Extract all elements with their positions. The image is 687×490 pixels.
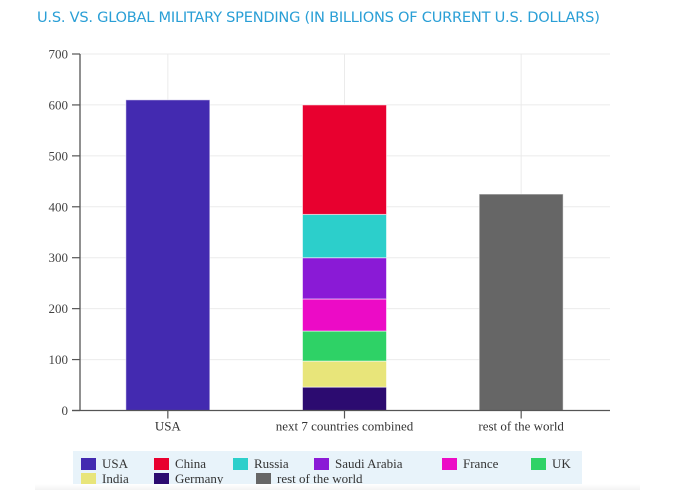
legend-item-saudi-arabia: Saudi Arabia — [314, 456, 403, 472]
legend-label: France — [463, 456, 499, 471]
legend-item-india: India — [81, 471, 129, 487]
legend-label: Russia — [254, 456, 289, 471]
legend-swatch — [81, 458, 96, 470]
legend-swatch — [256, 473, 271, 485]
legend-label: rest of the world — [277, 471, 363, 486]
legend-label: USA — [102, 456, 129, 471]
chart-title: U.S. VS. GLOBAL MILITARY SPENDING (IN BI… — [37, 9, 600, 26]
legend-item-france: France — [442, 456, 498, 472]
y-tick-label: 500 — [49, 148, 69, 163]
bar-uk — [302, 330, 387, 362]
axes — [72, 54, 610, 412]
legend-item-usa: USA — [81, 456, 128, 472]
legend-item-rest-of-the-world: rest of the world — [256, 471, 363, 487]
y-tick-label: 400 — [49, 199, 69, 214]
legend-swatch — [154, 473, 169, 485]
legend-item-germany: Germany — [154, 471, 223, 487]
bar-chart: 0 100 200 300 400 500 600 700 USA next 7 countri… — [49, 47, 610, 434]
legend-label: Saudi Arabia — [335, 456, 403, 471]
bar-france — [302, 298, 387, 332]
y-tick-label: 100 — [49, 352, 69, 367]
legend: USA China Russia Saudi Arabia France UK India G… — [73, 451, 582, 487]
legend-item-russia: Russia — [233, 456, 289, 472]
legend-swatch — [531, 458, 546, 470]
x-tick-label: rest of the world — [478, 419, 564, 434]
y-tick-label: 0 — [62, 403, 69, 418]
x-axis-ticks: USA next 7 countries combined rest of the … — [155, 410, 564, 434]
y-tick-label: 200 — [49, 301, 69, 316]
bar-germany — [302, 386, 387, 411]
y-tick-label: 700 — [49, 47, 69, 62]
legend-item-uk: UK — [531, 456, 571, 472]
bar-china — [302, 104, 387, 215]
legend-swatch — [442, 458, 457, 470]
legend-label: China — [175, 456, 207, 471]
y-tick-label: 600 — [49, 97, 69, 112]
bar-india — [302, 360, 387, 388]
y-tick-label: 300 — [49, 250, 69, 265]
x-tick-label: next 7 countries combined — [276, 419, 414, 434]
bars — [125, 99, 564, 411]
bar-rest-of-the-world — [478, 193, 564, 411]
legend-label: UK — [552, 456, 571, 471]
bar-russia — [302, 213, 387, 259]
legend-item-china: China — [154, 456, 206, 472]
legend-swatch — [154, 458, 169, 470]
legend-label: Germany — [175, 471, 224, 486]
x-tick-label: USA — [155, 419, 182, 434]
legend-swatch — [314, 458, 329, 470]
legend-swatch — [81, 473, 96, 485]
legend-label: India — [102, 471, 129, 486]
bar-saudi-arabia — [302, 257, 387, 300]
bar-usa — [125, 99, 211, 411]
y-axis-ticks: 0 100 200 300 400 500 600 700 — [49, 47, 80, 418]
bottom-shade — [35, 484, 640, 490]
legend-swatch — [233, 458, 248, 470]
